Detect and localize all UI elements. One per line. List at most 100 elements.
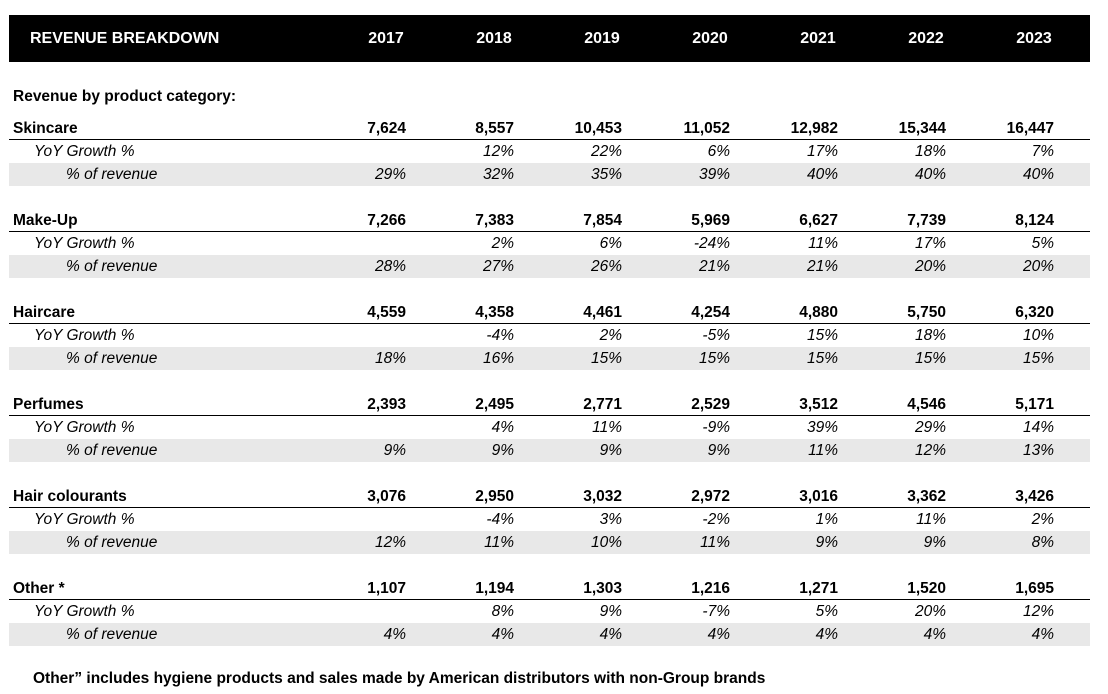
value-cell-2023: 7% bbox=[1031, 143, 1054, 160]
value-cell-2022: 4% bbox=[923, 626, 946, 643]
year-header-2019: 2019 bbox=[584, 30, 620, 47]
year-header-2021: 2021 bbox=[800, 30, 836, 47]
value-cell-2019: 9% bbox=[599, 442, 622, 459]
revenue-row: Hair colourants 3,076 2,950 3,032 2,972 3,016… bbox=[9, 485, 1090, 508]
value-cell-2017: 4,559 bbox=[367, 304, 406, 321]
year-header-2018: 2018 bbox=[476, 30, 512, 47]
value-cell-2018: 16% bbox=[482, 350, 514, 367]
value-cell-2019: 9% bbox=[599, 603, 622, 620]
value-cell-2023: 5% bbox=[1031, 235, 1054, 252]
value-cell-2019: 10,453 bbox=[574, 120, 622, 137]
value-cell-2022: 3,362 bbox=[907, 488, 946, 505]
value-cell-2023: 12% bbox=[1022, 603, 1054, 620]
pct-revenue-row: % of revenue 4% 4% 4% 4% 4% 4% 4% bbox=[9, 623, 1090, 646]
value-cell-2023: 10% bbox=[1022, 327, 1054, 344]
year-header-2023: 2023 bbox=[1016, 30, 1052, 47]
category-name: Other * bbox=[13, 580, 65, 597]
value-cell-2019: 15% bbox=[590, 350, 622, 367]
value-cell-2019: 35% bbox=[590, 166, 622, 183]
value-cell-2018: 4% bbox=[491, 626, 514, 643]
value-cell-2017: 18% bbox=[374, 350, 406, 367]
value-cell-2018: 4% bbox=[491, 419, 514, 436]
value-cell-2018: 1,194 bbox=[475, 580, 514, 597]
value-cell-2020: 4,254 bbox=[691, 304, 730, 321]
value-cell-2020: 5,969 bbox=[691, 212, 730, 229]
value-cell-2017: 28% bbox=[374, 258, 406, 275]
value-cell-2018: 12% bbox=[482, 143, 514, 160]
pct-revenue-row: % of revenue 12% 11% 10% 11% 9% 9% 8% bbox=[9, 531, 1090, 554]
value-cell-2023: 1,695 bbox=[1015, 580, 1054, 597]
value-cell-2017: 29% bbox=[374, 166, 406, 183]
value-cell-2018: 2% bbox=[491, 235, 514, 252]
value-cell-2019: 26% bbox=[590, 258, 622, 275]
value-cell-2023: 5,171 bbox=[1015, 396, 1054, 413]
value-cell-2022: 18% bbox=[914, 143, 946, 160]
value-cell-2019: 6% bbox=[599, 235, 622, 252]
pct-revenue-row: % of revenue 18% 16% 15% 15% 15% 15% 15% bbox=[9, 347, 1090, 370]
category-block-perfumes: Perfumes 2,393 2,495 2,771 2,529 3,512 4,546 5,… bbox=[9, 393, 1090, 462]
yoy-growth-row: YoY Growth % -4% 2% -5% 15% 18% 10% bbox=[9, 324, 1090, 347]
value-cell-2020: -2% bbox=[702, 511, 730, 528]
value-cell-2022: 15,344 bbox=[898, 120, 946, 137]
value-cell-2017: 7,266 bbox=[367, 212, 406, 229]
value-cell-2017: 7,624 bbox=[367, 120, 406, 137]
row-label: % of revenue bbox=[66, 442, 158, 459]
category-name: Haircare bbox=[13, 304, 76, 321]
value-cell-2020: 11,052 bbox=[683, 120, 730, 137]
value-cell-2022: 18% bbox=[914, 327, 946, 344]
value-cell-2023: 14% bbox=[1022, 419, 1054, 436]
value-cell-2020: 6% bbox=[707, 143, 730, 160]
value-cell-2019: 7,854 bbox=[583, 212, 622, 229]
value-cell-2019: 4,461 bbox=[583, 304, 622, 321]
value-cell-2022: 15% bbox=[914, 350, 946, 367]
value-cell-2017: 4% bbox=[383, 626, 406, 643]
value-cell-2019: 10% bbox=[590, 534, 622, 551]
value-cell-2020: 4% bbox=[707, 626, 730, 643]
value-cell-2020: 9% bbox=[707, 442, 730, 459]
pct-revenue-row: % of revenue 9% 9% 9% 9% 11% 12% 13% bbox=[9, 439, 1090, 462]
value-cell-2020: 2,529 bbox=[691, 396, 730, 413]
value-cell-2021: 15% bbox=[806, 327, 838, 344]
value-cell-2023: 16,447 bbox=[1006, 120, 1054, 137]
category-name: Make-Up bbox=[13, 212, 78, 229]
section-title: Revenue by product category: bbox=[13, 88, 237, 105]
category-name: Perfumes bbox=[13, 396, 84, 413]
value-cell-2018: 11% bbox=[484, 534, 514, 551]
value-cell-2018: 32% bbox=[482, 166, 514, 183]
value-cell-2022: 12% bbox=[914, 442, 946, 459]
value-cell-2017: 9% bbox=[383, 442, 406, 459]
category-name: Skincare bbox=[13, 120, 78, 137]
yoy-growth-row: YoY Growth % -4% 3% -2% 1% 11% 2% bbox=[9, 508, 1090, 531]
value-cell-2020: 1,216 bbox=[691, 580, 730, 597]
value-cell-2020: -24% bbox=[693, 235, 730, 252]
value-cell-2022: 40% bbox=[914, 166, 946, 183]
value-cell-2023: 3,426 bbox=[1015, 488, 1054, 505]
category-block-make-up: Make-Up 7,266 7,383 7,854 5,969 6,627 7,739 8,1… bbox=[9, 209, 1090, 278]
value-cell-2018: 27% bbox=[482, 258, 514, 275]
value-cell-2018: 8,557 bbox=[475, 120, 514, 137]
value-cell-2021: 40% bbox=[806, 166, 838, 183]
value-cell-2019: 4% bbox=[599, 626, 622, 643]
yoy-growth-row: YoY Growth % 8% 9% -7% 5% 20% 12% bbox=[9, 600, 1090, 623]
value-cell-2020: 2,972 bbox=[691, 488, 730, 505]
revenue-row: Haircare 4,559 4,358 4,461 4,254 4,880 5,750 6,… bbox=[9, 301, 1090, 324]
value-cell-2018: -4% bbox=[486, 511, 514, 528]
value-cell-2021: 9% bbox=[815, 534, 838, 551]
pct-revenue-row: % of revenue 29% 32% 35% 39% 40% 40% 40% bbox=[9, 163, 1090, 186]
value-cell-2021: 15% bbox=[806, 350, 838, 367]
value-cell-2020: -7% bbox=[702, 603, 730, 620]
value-cell-2021: 39% bbox=[806, 419, 838, 436]
value-cell-2023: 40% bbox=[1022, 166, 1054, 183]
row-label: % of revenue bbox=[66, 350, 158, 367]
category-block-skincare: Skincare 7,624 8,557 10,453 11,052 12,982 15,3… bbox=[9, 117, 1090, 186]
value-cell-2021: 4% bbox=[815, 626, 838, 643]
value-cell-2022: 20% bbox=[914, 603, 946, 620]
value-cell-2023: 15% bbox=[1022, 350, 1054, 367]
pct-revenue-row: % of revenue 28% 27% 26% 21% 21% 20% 20% bbox=[9, 255, 1090, 278]
value-cell-2021: 5% bbox=[815, 603, 838, 620]
value-cell-2023: 2% bbox=[1031, 511, 1054, 528]
yoy-growth-row: YoY Growth % 12% 22% 6% 17% 18% 7% bbox=[9, 140, 1090, 163]
year-header-2017: 2017 bbox=[368, 30, 404, 47]
value-cell-2023: 20% bbox=[1022, 258, 1054, 275]
value-cell-2019: 3,032 bbox=[583, 488, 622, 505]
